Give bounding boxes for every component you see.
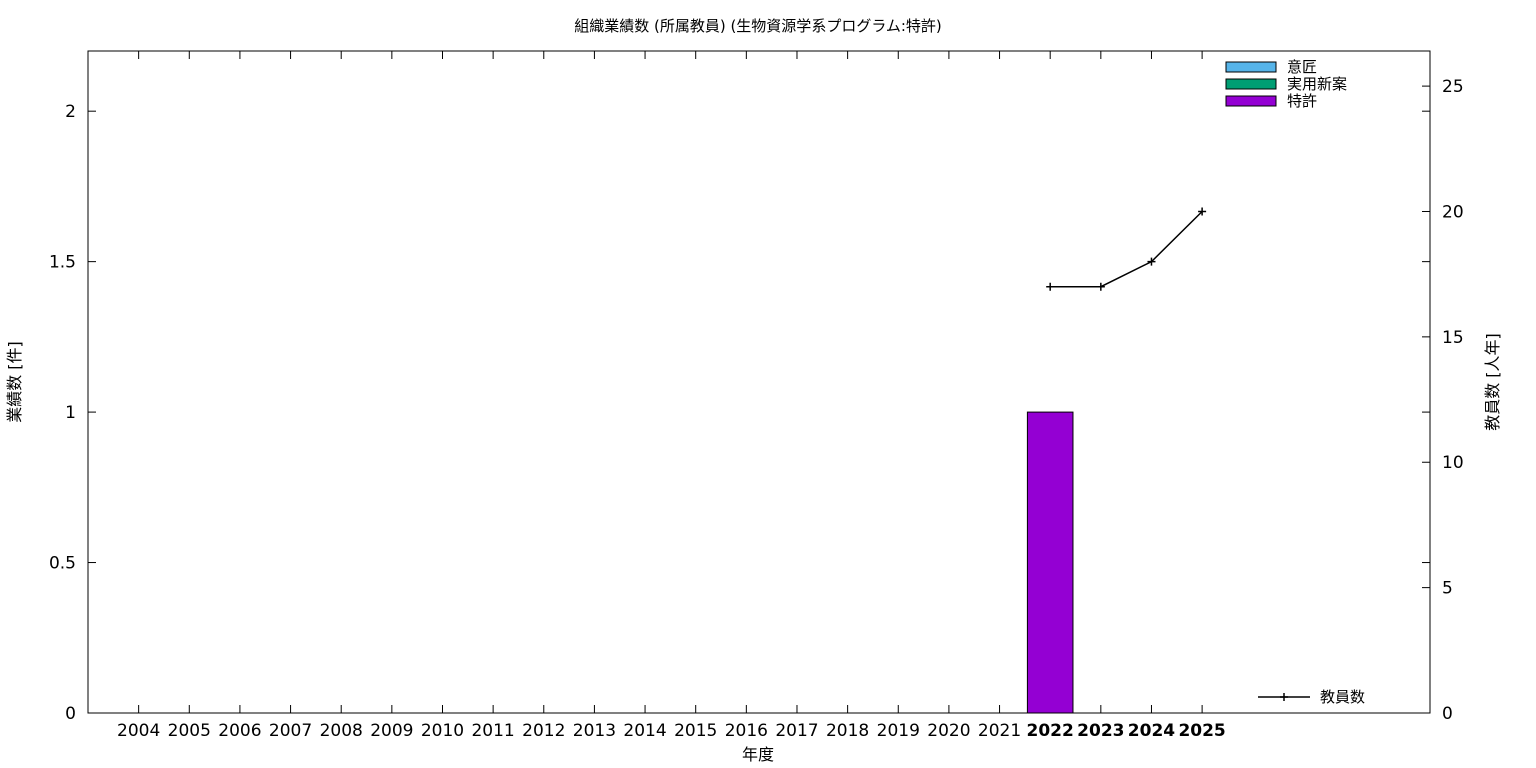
x-tick-label: 2005: [168, 721, 211, 741]
x-tick-label: 2017: [775, 721, 818, 741]
y2-tick-label: 15: [1442, 328, 1464, 348]
y-tick-label: 1: [65, 403, 76, 423]
x-tick-label: 2008: [320, 721, 363, 741]
x-tick-label: 2009: [370, 721, 413, 741]
chart-title: 組織業績数 (所属教員) (生物資源学系プログラム:特許): [574, 17, 942, 35]
legend-swatch-0: [1225, 61, 1277, 73]
x-tick-label: 2010: [421, 721, 464, 741]
x-tick-label: 2020: [927, 721, 970, 741]
faculty-count-point: [1096, 282, 1105, 291]
x-tick-label: 2007: [269, 721, 312, 741]
x-tick-label: 2021: [978, 721, 1021, 741]
legend-line-marker: [1280, 693, 1288, 701]
bar-2022-series-2: [1026, 411, 1074, 714]
x-tick-label: 2015: [674, 721, 717, 741]
faculty-count-point: [1147, 257, 1156, 266]
y-tick-label: 0.5: [49, 554, 76, 574]
x-tick-label: 2025: [1178, 721, 1225, 741]
legend-swatch-1: [1225, 78, 1277, 90]
legend-label-1: 実用新案: [1287, 75, 1347, 93]
x-tick-label: 2023: [1077, 721, 1124, 741]
x-tick-label: 2014: [623, 721, 666, 741]
x-tick-label: 2016: [725, 721, 768, 741]
y2-axis-title: 教員数 [人年]: [1483, 333, 1502, 431]
legend-label-0: 意匠: [1287, 58, 1317, 76]
x-tick-label: 2022: [1027, 721, 1074, 741]
x-tick-label: 2018: [826, 721, 869, 741]
y2-tick-label: 10: [1442, 453, 1464, 473]
y-tick-label: 2: [65, 102, 76, 122]
legend-swatch-2: [1225, 95, 1277, 107]
x-tick-label: 2006: [218, 721, 261, 741]
x-tick-label: 2011: [471, 721, 514, 741]
y2-tick-label: 25: [1442, 77, 1464, 97]
legend-line-label: 教員数: [1320, 688, 1365, 706]
x-tick-label: 2013: [573, 721, 616, 741]
legend-label-2: 特許: [1287, 92, 1317, 110]
y2-tick-label: 0: [1442, 704, 1453, 724]
x-tick-label: 2019: [877, 721, 920, 741]
x-tick-label: 2024: [1128, 721, 1175, 741]
faculty-count-point: [1198, 207, 1207, 216]
y-tick-label: 0: [65, 704, 76, 724]
plot-frame: [87, 50, 1431, 714]
y-axis-title: 業績数 [件]: [5, 341, 24, 423]
x-axis-title: 年度: [742, 745, 774, 764]
y2-tick-label: 20: [1442, 202, 1464, 222]
y2-tick-label: 5: [1442, 579, 1453, 599]
faculty-count-point: [1046, 282, 1055, 291]
y-tick-label: 1.5: [49, 253, 76, 273]
x-tick-label: 2004: [117, 721, 160, 741]
x-tick-label: 2012: [522, 721, 565, 741]
faculty-count-line: [1050, 210, 1203, 288]
